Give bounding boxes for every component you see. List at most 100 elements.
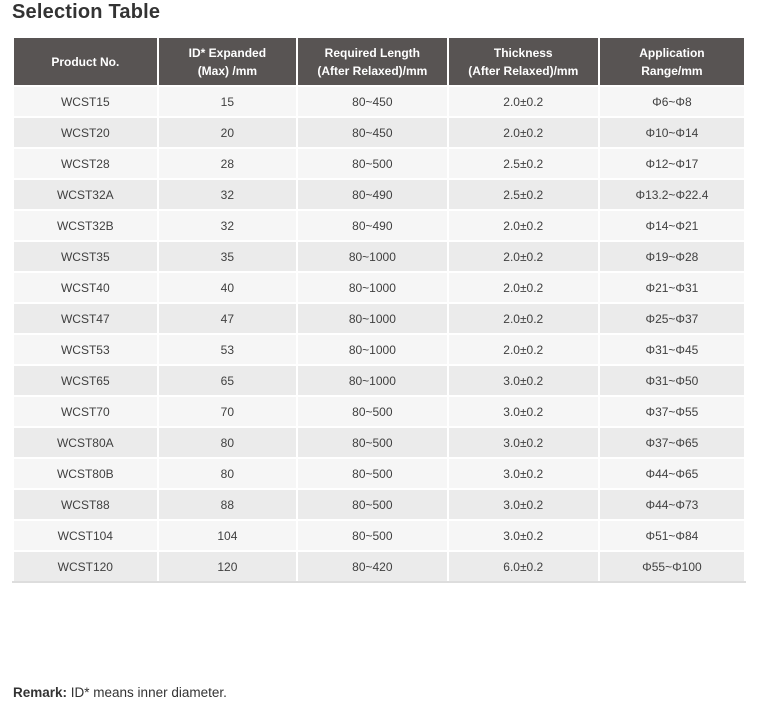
table-cell: 2.0±0.2: [446, 271, 600, 304]
table-cell: 80~1000: [296, 364, 449, 397]
table-body: WCST15 15 80~450 2.0±0.2 Φ6~Φ8 WCST20 20 80~450…: [12, 85, 747, 583]
table-cell: 65: [156, 364, 299, 397]
table-cell: Φ31~Φ50: [597, 364, 747, 397]
table-cell: 15: [156, 85, 299, 118]
table-row: WCST120 120 80~420 6.0±0.2 Φ55~Φ100: [12, 550, 747, 583]
table-cell: Φ37~Φ65: [597, 426, 747, 459]
table-cell: 80~500: [296, 519, 449, 552]
column-header: Thickness (After Relaxed)/mm: [446, 36, 600, 87]
table-cell: Φ13.2~Φ22.4: [597, 178, 747, 211]
table-row: WCST65 65 80~1000 3.0±0.2 Φ31~Φ50: [12, 364, 747, 397]
table-cell: 70: [156, 395, 299, 428]
table-cell: WCST88: [12, 488, 159, 521]
table-cell: 3.0±0.2: [446, 426, 600, 459]
table-cell: 88: [156, 488, 299, 521]
table-cell: WCST32A: [12, 178, 159, 211]
table-cell: 80~1000: [296, 302, 449, 335]
table-cell: 28: [156, 147, 299, 180]
table-cell: WCST20: [12, 116, 159, 149]
table-cell: 3.0±0.2: [446, 457, 600, 490]
table-cell: Φ37~Φ55: [597, 395, 747, 428]
table-row: WCST32A 32 80~490 2.5±0.2 Φ13.2~Φ22.4: [12, 178, 747, 211]
table-cell: 80~500: [296, 395, 449, 428]
table-cell: 2.0±0.2: [446, 209, 600, 242]
table-cell: WCST35: [12, 240, 159, 273]
table-cell: 80~500: [296, 457, 449, 490]
table-cell: 80~1000: [296, 271, 449, 304]
table-cell: WCST40: [12, 271, 159, 304]
table-cell: 80~490: [296, 209, 449, 242]
table-cell: 2.0±0.2: [446, 333, 600, 366]
remark: Remark: ID* means inner diameter.: [13, 685, 227, 700]
table-row: WCST20 20 80~450 2.0±0.2 Φ10~Φ14: [12, 116, 747, 149]
table-cell: Φ21~Φ31: [597, 271, 747, 304]
table-row: WCST70 70 80~500 3.0±0.2 Φ37~Φ55: [12, 395, 747, 428]
table-cell: 2.0±0.2: [446, 302, 600, 335]
table-cell: 80: [156, 457, 299, 490]
table-cell: 80~420: [296, 550, 449, 583]
table-cell: 120: [156, 550, 299, 583]
table-cell: 80~500: [296, 488, 449, 521]
table-cell: Φ19~Φ28: [597, 240, 747, 273]
table-cell: 40: [156, 271, 299, 304]
table-cell: 6.0±0.2: [446, 550, 600, 583]
table-cell: 3.0±0.2: [446, 519, 600, 552]
table-cell: 80~490: [296, 178, 449, 211]
table-cell: WCST65: [12, 364, 159, 397]
table-cell: 47: [156, 302, 299, 335]
table-header-row: Product No. ID* Expanded (Max) /mm Require…: [12, 36, 747, 87]
table-cell: WCST104: [12, 519, 159, 552]
table-cell: 80~1000: [296, 240, 449, 273]
table-cell: 80~500: [296, 426, 449, 459]
table-cell: 3.0±0.2: [446, 395, 600, 428]
table-row: WCST80A 80 80~500 3.0±0.2 Φ37~Φ65: [12, 426, 747, 459]
table-cell: Φ51~Φ84: [597, 519, 747, 552]
table-cell: WCST32B: [12, 209, 159, 242]
table-row: WCST40 40 80~1000 2.0±0.2 Φ21~Φ31: [12, 271, 747, 304]
table-row: WCST35 35 80~1000 2.0±0.2 Φ19~Φ28: [12, 240, 747, 273]
table-cell: Φ6~Φ8: [597, 85, 747, 118]
table-cell: 104: [156, 519, 299, 552]
table-cell: Φ44~Φ65: [597, 457, 747, 490]
table-cell: WCST80A: [12, 426, 159, 459]
column-header: ID* Expanded (Max) /mm: [156, 36, 299, 87]
table-row: WCST80B 80 80~500 3.0±0.2 Φ44~Φ65: [12, 457, 747, 490]
table-cell: Φ12~Φ17: [597, 147, 747, 180]
column-header: Application Range/mm: [597, 36, 747, 87]
table-cell: 2.0±0.2: [446, 85, 600, 118]
table-row: WCST104 104 80~500 3.0±0.2 Φ51~Φ84: [12, 519, 747, 552]
table-row: WCST15 15 80~450 2.0±0.2 Φ6~Φ8: [12, 85, 747, 118]
table-row: WCST32B 32 80~490 2.0±0.2 Φ14~Φ21: [12, 209, 747, 242]
table-cell: Φ10~Φ14: [597, 116, 747, 149]
table-cell: WCST120: [12, 550, 159, 583]
table-row: WCST53 53 80~1000 2.0±0.2 Φ31~Φ45: [12, 333, 747, 366]
table-cell: Φ55~Φ100: [597, 550, 747, 583]
table-cell: WCST53: [12, 333, 159, 366]
table-cell: Φ25~Φ37: [597, 302, 747, 335]
column-header: Required Length (After Relaxed)/mm: [296, 36, 449, 87]
column-header: Product No.: [12, 36, 159, 87]
page-title: Selection Table: [12, 1, 161, 23]
table-cell: WCST15: [12, 85, 159, 118]
remark-text: ID* means inner diameter.: [67, 685, 227, 700]
table-cell: 20: [156, 116, 299, 149]
table-row: WCST47 47 80~1000 2.0±0.2 Φ25~Φ37: [12, 302, 747, 335]
table-cell: 2.5±0.2: [446, 178, 600, 211]
table-row: WCST88 88 80~500 3.0±0.2 Φ44~Φ73: [12, 488, 747, 521]
table-cell: 32: [156, 178, 299, 211]
table-cell: WCST70: [12, 395, 159, 428]
table-cell: 32: [156, 209, 299, 242]
table-cell: 80: [156, 426, 299, 459]
table-cell: Φ31~Φ45: [597, 333, 747, 366]
table-cell: Φ44~Φ73: [597, 488, 747, 521]
table-cell: 80~1000: [296, 333, 449, 366]
table-cell: WCST28: [12, 147, 159, 180]
table-cell: 80~450: [296, 116, 449, 149]
table-cell: WCST80B: [12, 457, 159, 490]
table-cell: 80~450: [296, 85, 449, 118]
table-row: WCST28 28 80~500 2.5±0.2 Φ12~Φ17: [12, 147, 747, 180]
table-cell: 2.5±0.2: [446, 147, 600, 180]
table-cell: WCST47: [12, 302, 159, 335]
remark-label: Remark:: [13, 685, 68, 700]
